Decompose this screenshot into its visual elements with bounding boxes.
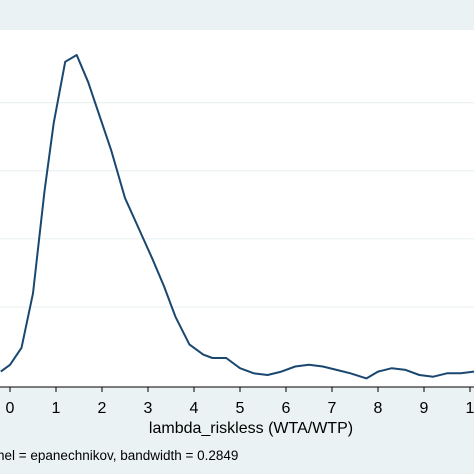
x-tick-label: 1 xyxy=(52,400,61,417)
x-tick-label: 7 xyxy=(328,400,337,417)
x-tick-label: 4 xyxy=(190,400,199,417)
x-tick-label: 1 xyxy=(466,400,474,417)
x-tick-label: 5 xyxy=(236,400,245,417)
grid-lines xyxy=(0,102,474,308)
x-axis-label: lambda_riskless (WTA/WTP) xyxy=(149,420,353,437)
x-ticks: 0 1 2 3 4 5 6 7 8 9 1 xyxy=(6,387,474,417)
x-tick-label: 0 xyxy=(6,400,15,417)
x-tick-label: 9 xyxy=(420,400,429,417)
plot-area xyxy=(0,30,474,387)
series-lines xyxy=(0,54,474,380)
chart-note: nel = epanechnikov, bandwidth = 0.2849 xyxy=(0,448,238,463)
x-tick-label: 2 xyxy=(98,400,107,417)
density-line xyxy=(0,54,474,380)
x-tick-label: 3 xyxy=(144,400,153,417)
x-tick-label: 8 xyxy=(374,400,383,417)
x-tick-label: 6 xyxy=(282,400,291,417)
